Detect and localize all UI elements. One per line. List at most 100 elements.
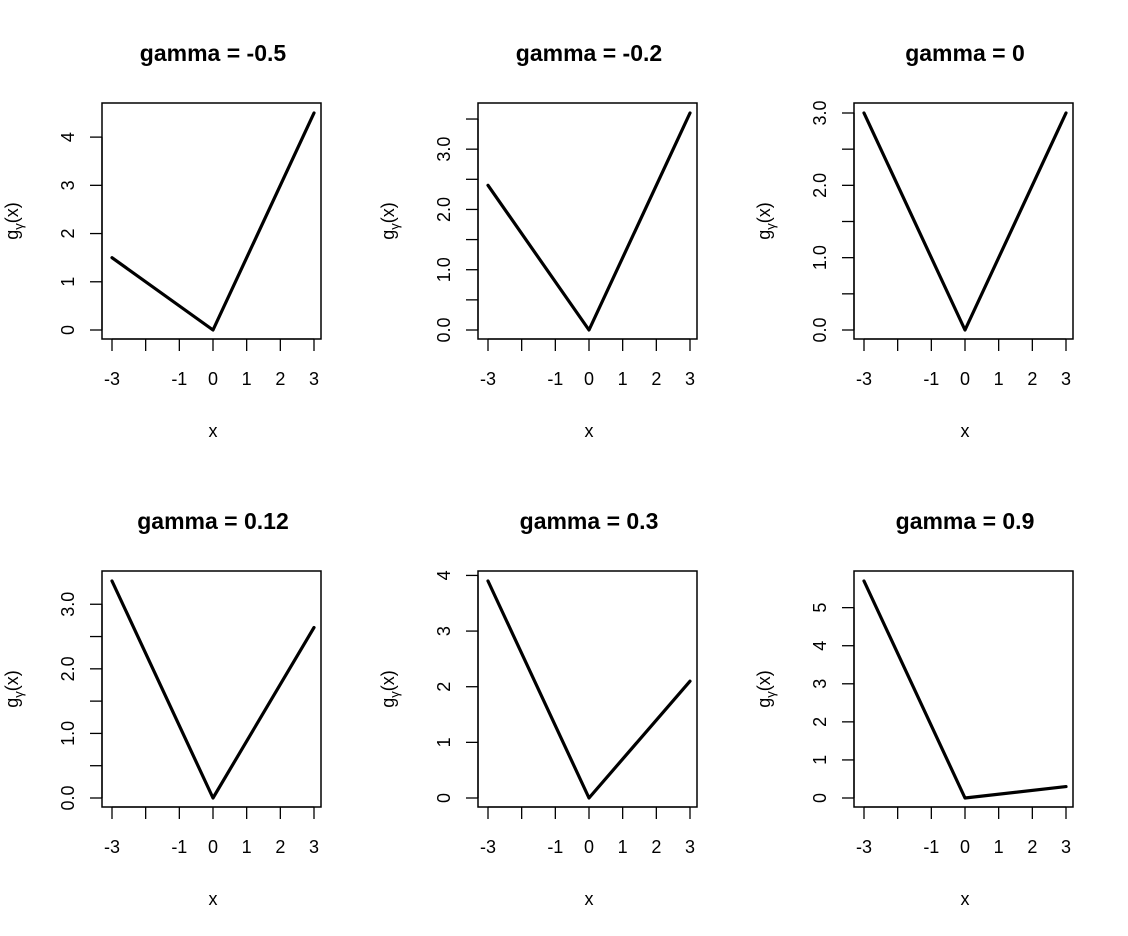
y-axis-label-subscript: γ: [763, 223, 778, 230]
y-tick-label: 2: [810, 717, 830, 727]
chart-title: gamma = 0.9: [896, 508, 1035, 534]
x-axis-label: x: [209, 421, 218, 441]
x-tick-label: 0: [960, 369, 970, 389]
plot-frame: [101, 570, 322, 808]
chart-panel: gamma = -0.5 -3 -1 0 1 2 3 0 1 2 3 4 x gγ(x): [2, 40, 322, 441]
series-line: [862, 579, 1068, 800]
y-axis-label-base: g: [754, 698, 774, 708]
y-tick-label: 4: [810, 641, 830, 651]
y-tick-label: 5: [810, 603, 830, 613]
y-axis-label-base: g: [754, 230, 774, 240]
y-axis-label: gγ(x): [754, 202, 778, 240]
x-tick-label: -1: [547, 369, 563, 389]
x-tick-label: -3: [480, 837, 496, 857]
y-axis-label: gγ(x): [378, 670, 402, 708]
chart-panel: gamma = 0.12 -3 -1 0 1 2 3 0.0 1.0 2.0 3.0 x gγ(x): [2, 508, 322, 909]
y-axis-label: gγ(x): [378, 202, 402, 240]
chart-title: gamma = -0.5: [140, 40, 287, 66]
x-tick-label: 2: [651, 369, 661, 389]
x-axis-label: x: [961, 421, 970, 441]
x-tick-label: 3: [1061, 369, 1071, 389]
y-tick-label: 2.0: [434, 197, 454, 222]
y-tick-label: 0: [434, 793, 454, 803]
x-tick-label: 2: [1027, 369, 1037, 389]
x-tick-label: 2: [1027, 837, 1037, 857]
x-tick-label: 2: [275, 837, 285, 857]
y-axis-label-subscript: γ: [11, 223, 26, 230]
y-tick-label: 3: [434, 626, 454, 636]
x-tick-label: 3: [1061, 837, 1071, 857]
x-tick-label: 1: [994, 369, 1004, 389]
y-tick-label: 3: [810, 679, 830, 689]
x-tick-label: -3: [104, 837, 120, 857]
x-axis-label: x: [585, 421, 594, 441]
x-tick-label: 2: [651, 837, 661, 857]
y-axis-label-rest: (x): [754, 670, 774, 691]
y-tick-label: 1: [434, 737, 454, 747]
y-tick-label: 3.0: [434, 137, 454, 162]
x-tick-label: -1: [923, 369, 939, 389]
y-tick-label: 1: [810, 755, 830, 765]
y-axis-label: gγ(x): [754, 670, 778, 708]
y-tick-label: 0.0: [434, 317, 454, 342]
y-axis-label-subscript: γ: [387, 223, 402, 230]
y-axis-label-subscript: γ: [11, 691, 26, 698]
x-tick-label: 3: [309, 837, 319, 857]
x-tick-label: 0: [208, 369, 218, 389]
series-line: [110, 579, 316, 800]
x-tick-label: 0: [208, 837, 218, 857]
x-tick-label: 1: [242, 837, 252, 857]
y-axis-label: gγ(x): [2, 202, 26, 240]
chart-panel: gamma = -0.2 -3 -1 0 1 2 3 0.0 1.0 2.0 3.0 x gγ(x): [378, 40, 698, 441]
y-axis-label-base: g: [378, 230, 398, 240]
y-tick-label: 4: [434, 570, 454, 580]
y-axis-label-base: g: [2, 230, 22, 240]
chart-panel: gamma = 0.9 -3 -1 0 1 2 3 0 1 2 3 4 5 x gγ(x): [754, 508, 1074, 909]
x-tick-label: 0: [960, 837, 970, 857]
chart-panel: gamma = 0.3 -3 -1 0 1 2 3 0 1 2 3 4 x gγ(x): [378, 508, 698, 909]
x-tick-label: 0: [584, 837, 594, 857]
y-tick-label: 3.0: [810, 100, 830, 125]
y-axis-label-rest: (x): [754, 202, 774, 223]
x-axis-label: x: [209, 889, 218, 909]
y-tick-label: 4: [58, 132, 78, 142]
y-tick-label: 0: [58, 325, 78, 335]
plot-frame: [477, 102, 698, 340]
y-tick-label: 1.0: [434, 257, 454, 282]
y-axis-label-base: g: [378, 698, 398, 708]
x-tick-label: -3: [856, 369, 872, 389]
y-tick-label: 0.0: [810, 317, 830, 342]
plot-frame: [853, 570, 1074, 808]
x-axis-label: x: [585, 889, 594, 909]
plot-frame: [101, 102, 322, 340]
x-tick-label: 1: [994, 837, 1004, 857]
x-tick-label: -1: [923, 837, 939, 857]
y-axis-label-base: g: [2, 698, 22, 708]
y-tick-label: 0.0: [58, 785, 78, 810]
chart-panel: gamma = 0 -3 -1 0 1 2 3 0.0 1.0 2.0 3.0 x gγ(x): [754, 40, 1074, 441]
chart-title: gamma = -0.2: [516, 40, 662, 66]
x-tick-label: 1: [618, 837, 628, 857]
x-tick-label: -1: [171, 837, 187, 857]
y-axis-label-rest: (x): [2, 670, 22, 691]
x-tick-label: 2: [275, 369, 285, 389]
chart-title: gamma = 0.12: [137, 508, 289, 534]
y-tick-label: 0: [810, 793, 830, 803]
y-axis-label-subscript: γ: [387, 691, 402, 698]
y-tick-label: 3.0: [58, 592, 78, 617]
x-tick-label: 3: [685, 369, 695, 389]
series-line: [486, 579, 692, 800]
chart-title: gamma = 0.3: [520, 508, 659, 534]
chart-title: gamma = 0: [905, 40, 1025, 66]
series-line: [862, 111, 1068, 332]
x-tick-label: 1: [618, 369, 628, 389]
x-tick-label: -1: [547, 837, 563, 857]
y-axis-label-rest: (x): [378, 670, 398, 691]
x-tick-label: -1: [171, 369, 187, 389]
y-tick-label: 3: [58, 180, 78, 190]
x-tick-label: -3: [480, 369, 496, 389]
series-line: [110, 111, 316, 332]
y-tick-label: 1.0: [58, 721, 78, 746]
y-axis-label-subscript: γ: [763, 691, 778, 698]
